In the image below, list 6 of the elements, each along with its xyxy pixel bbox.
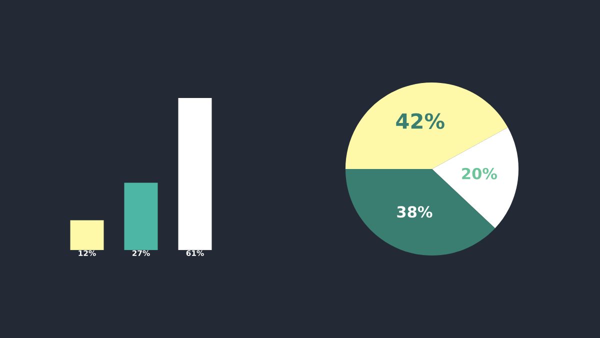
pie-slice (432, 127, 519, 228)
data-label: 42% (396, 113, 444, 129)
data-label: 38% (397, 206, 432, 218)
pie-slice (345, 169, 496, 256)
pie-slice (345, 82, 508, 169)
data-label: 20% (462, 168, 498, 180)
